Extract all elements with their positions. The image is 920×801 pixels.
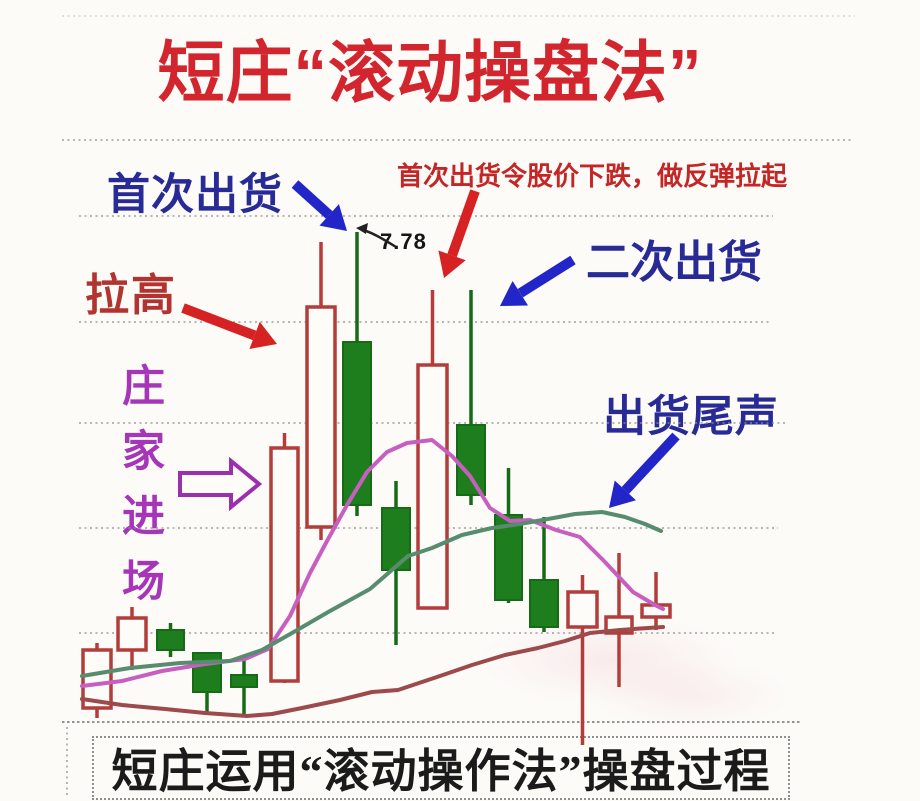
annotation-second-sellout: 二次出货 [586, 238, 762, 287]
caption-text: 短庄运用“滚动操作法”操盘过程 [111, 746, 771, 797]
annotation-sellout-note: 首次出货令股价下跌，做反弹拉起 [397, 161, 788, 191]
page-title: 短庄“滚动操盘法” [157, 36, 703, 111]
caption-box: 短庄运用“滚动操作法”操盘过程 [92, 736, 790, 800]
banker-entry-char: 家 [122, 428, 165, 476]
annotation-first-sellout: 首次出货 [107, 171, 283, 219]
paper-smudge [480, 615, 740, 705]
paper-smudge [590, 660, 790, 730]
annotation-pull-up: 拉高 [85, 271, 177, 320]
annotation-banker-entry: 庄 家 进 场 [122, 366, 165, 604]
banker-entry-char: 场 [122, 558, 165, 606]
annotation-sellout-finale: 出货尾声 [603, 393, 779, 441]
banker-entry-char: 进 [122, 493, 165, 541]
price-label: 7.78 [380, 229, 427, 254]
banker-entry-char: 庄 [122, 363, 165, 411]
